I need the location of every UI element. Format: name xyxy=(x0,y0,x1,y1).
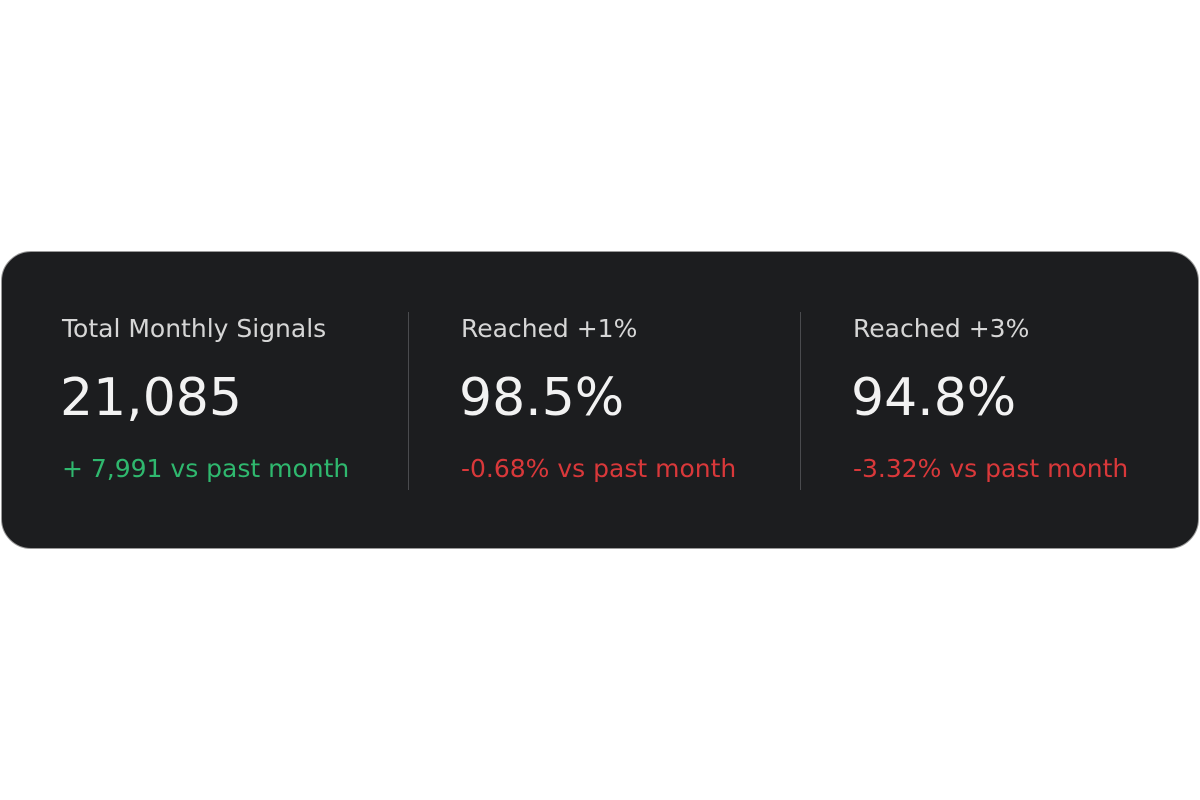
stat-delta: + 7,991 vs past month xyxy=(62,454,350,483)
stat-value: 21,085 xyxy=(60,368,242,428)
stat-value: 98.5% xyxy=(459,368,625,428)
stat-value: 94.8% xyxy=(851,368,1017,428)
stats-card: Total Monthly Signals 21,085 + 7,991 vs … xyxy=(1,251,1199,549)
stat-label: Reached +1% xyxy=(461,314,638,343)
divider xyxy=(408,312,409,490)
stat-label: Reached +3% xyxy=(853,314,1030,343)
stat-label: Total Monthly Signals xyxy=(62,314,327,343)
stat-delta: -3.32% vs past month xyxy=(853,454,1129,483)
stat-delta: -0.68% vs past month xyxy=(461,454,737,483)
divider xyxy=(800,312,801,490)
